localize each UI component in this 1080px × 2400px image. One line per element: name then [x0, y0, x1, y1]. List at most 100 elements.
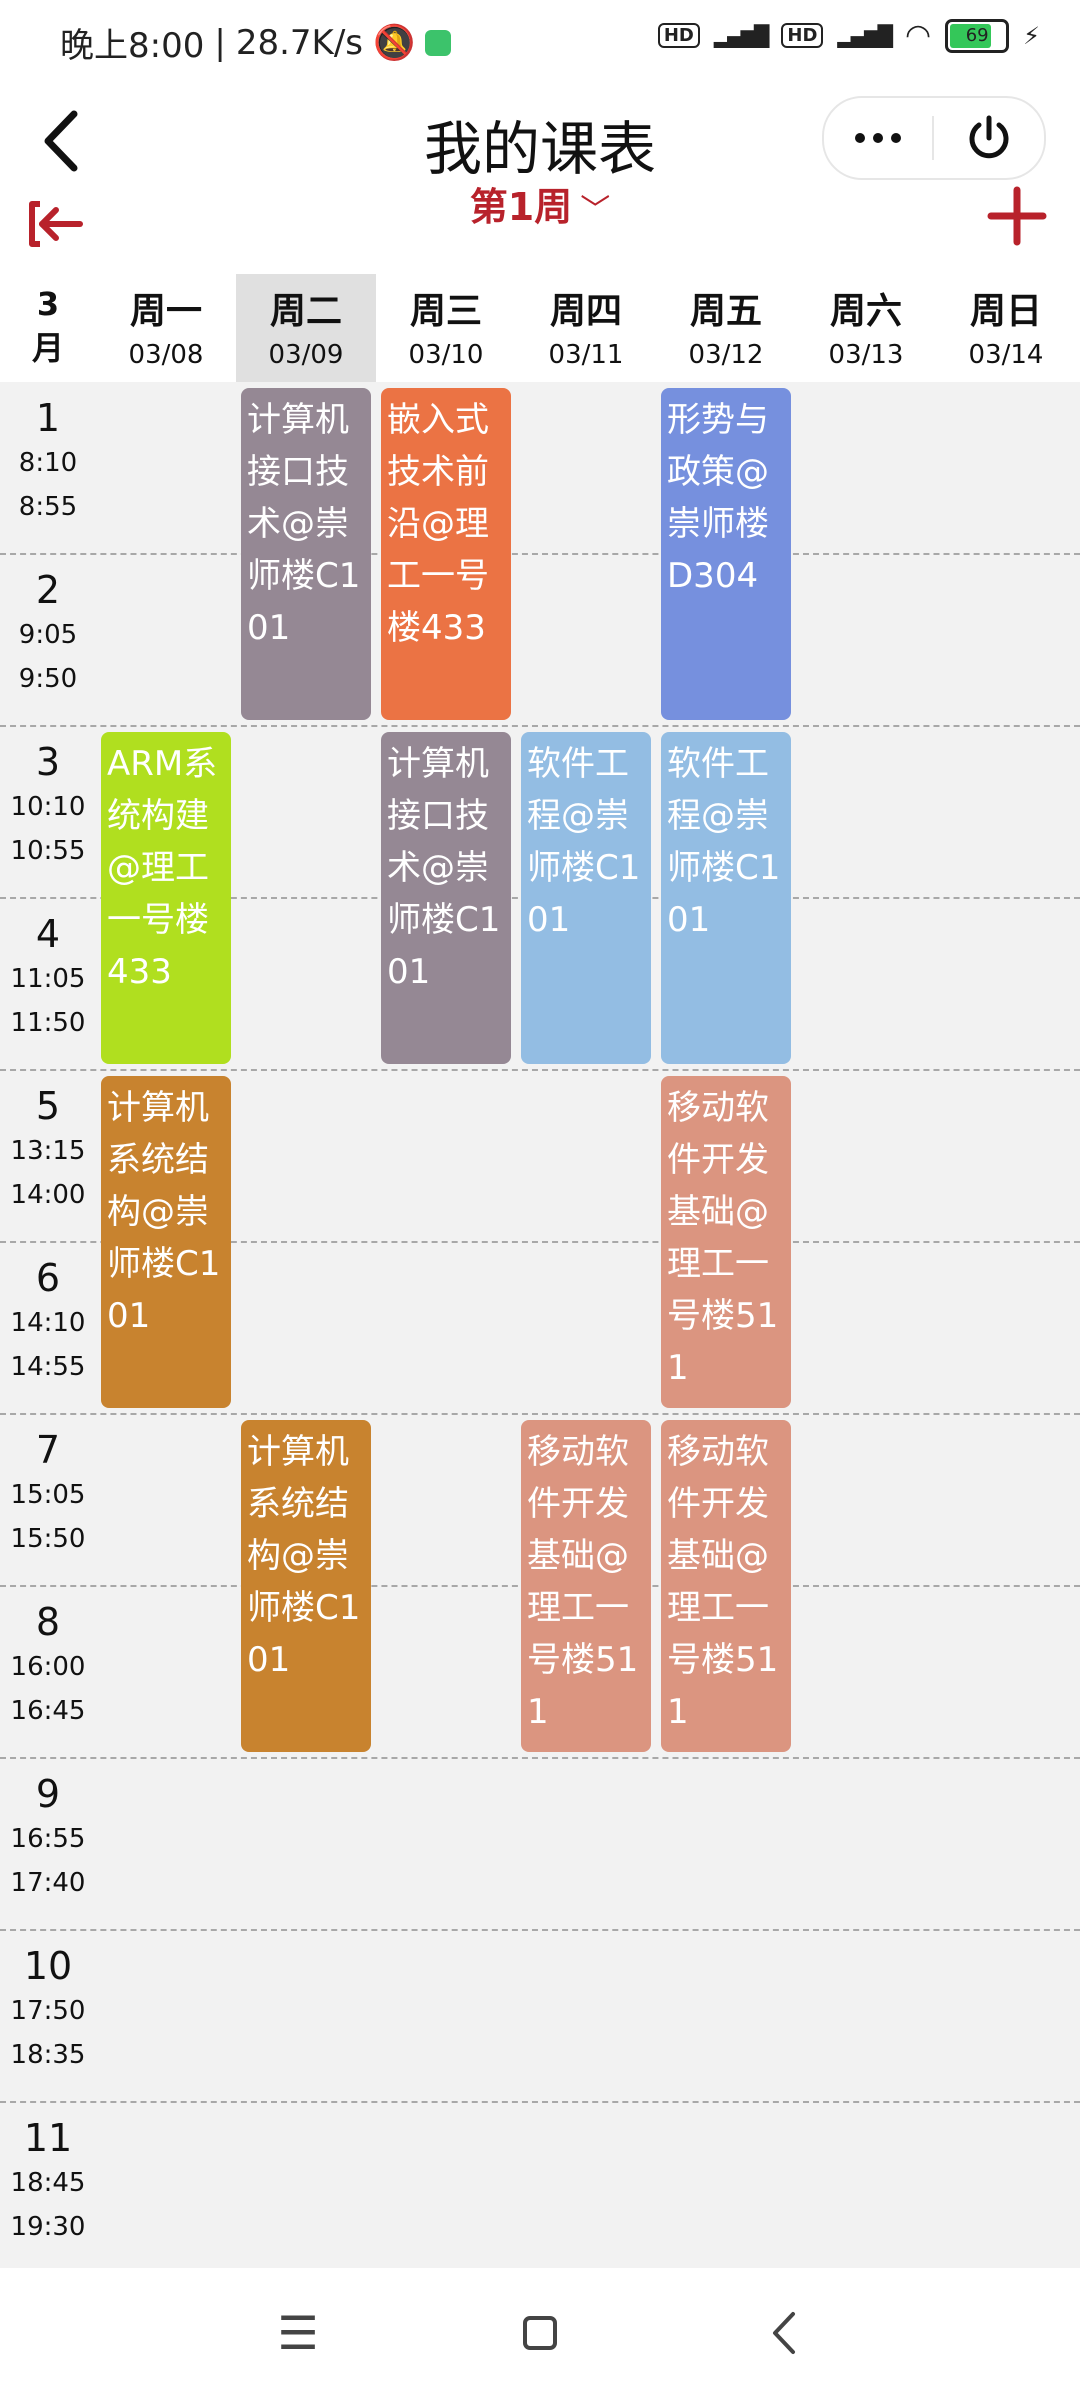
battery-icon: 69 [945, 18, 1010, 53]
day-name: 周日 [969, 291, 1042, 332]
capsule-divider [932, 116, 934, 160]
period-number: 9 [35, 1772, 61, 1816]
status-time: 晚上8:00 [60, 26, 205, 66]
timetable-grid: 1 8:10 8:55 2 9:05 9:50 3 10:10 10:55 4 11:05 11:50… [0, 382, 1080, 2268]
course-card[interactable]: 计算机接口技术@崇师楼C101 [241, 388, 371, 720]
day-name: 周一 [129, 291, 202, 332]
system-nav-bar: ☰ [0, 2268, 1080, 2400]
signal-icon: ▂▄▆█ [713, 23, 770, 48]
period-end-time: 18:35 [10, 2040, 86, 2070]
hd-icon-2: HD [781, 23, 824, 48]
period-end-time: 14:55 [10, 1352, 86, 1382]
period-start-time: 10:10 [10, 792, 86, 822]
status-bar: 晚上8:00 | 28.7K/s 🔕 HD ▂▄▆█ HD ▂▄▆█ ◠ 69 … [0, 0, 1080, 84]
close-button[interactable] [936, 98, 1042, 178]
status-speed: 28.7K/s [235, 22, 363, 63]
title-bar: 我的课表 第1周 ﹀ [0, 84, 1080, 274]
day-date: 03/13 [828, 340, 904, 370]
period-start-time: 16:55 [10, 1824, 86, 1854]
status-left: 晚上8:00 | 28.7K/s 🔕 [60, 18, 452, 67]
home-icon[interactable] [505, 2298, 575, 2368]
period-divider [0, 1757, 1080, 1759]
day-date: 03/14 [968, 340, 1044, 370]
period-end-time: 17:40 [10, 1868, 86, 1898]
exit-button[interactable] [26, 194, 96, 264]
week-selector[interactable]: 第1周 ﹀ [0, 176, 1080, 231]
course-card[interactable]: 嵌入式技术前沿@理工一号楼433 [381, 388, 511, 720]
course-card[interactable]: ARM系统构建@理工一号楼433 [101, 732, 231, 1064]
period-divider [0, 2101, 1080, 2103]
day-date: 03/11 [548, 340, 624, 370]
app-notification-icon [425, 29, 452, 56]
wifi-icon: ◠ [904, 18, 932, 53]
period-divider [0, 1069, 1080, 1071]
period-number: 3 [35, 740, 61, 784]
course-card[interactable]: 移动软件开发基础@理工一号楼511 [661, 1076, 791, 1408]
status-separator: | [214, 22, 226, 63]
chevron-down-icon: ﹀ [580, 193, 611, 228]
period-start-time: 13:15 [10, 1136, 86, 1166]
period-end-time: 14:00 [10, 1180, 86, 1210]
charging-icon: ⚡ [1023, 21, 1040, 50]
day-header-7: 周日 03/14 [936, 274, 1076, 382]
course-card[interactable]: 计算机系统结构@崇师楼C101 [241, 1420, 371, 1752]
status-right: HD ▂▄▆█ HD ▂▄▆█ ◠ 69 ⚡ [657, 18, 1040, 53]
week-label: 第1周 [469, 185, 573, 229]
period-number: 10 [23, 1944, 73, 1988]
course-card[interactable]: 软件工程@崇师楼C101 [521, 732, 651, 1064]
day-name: 周二 [269, 291, 342, 332]
power-icon [969, 115, 1009, 159]
day-header-2: 周二 03/09 [236, 274, 376, 382]
period-number: 11 [23, 2116, 73, 2160]
course-card[interactable]: 形势与政策@崇师楼D304 [661, 388, 791, 720]
period-label-4: 4 11:05 11:50 [0, 898, 96, 1070]
period-label-8: 8 16:00 16:45 [0, 1586, 96, 1758]
chevron-left-icon [44, 110, 78, 172]
period-label-7: 7 15:05 15:50 [0, 1414, 96, 1586]
period-start-time: 18:45 [10, 2168, 86, 2198]
day-name: 周三 [409, 291, 482, 332]
period-label-6: 6 14:10 14:55 [0, 1242, 96, 1414]
period-start-time: 14:10 [10, 1308, 86, 1338]
day-name: 周六 [829, 291, 902, 332]
course-card[interactable]: 计算机接口技术@崇师楼C101 [381, 732, 511, 1064]
period-label-5: 5 13:15 14:00 [0, 1070, 96, 1242]
day-name: 周四 [549, 291, 622, 332]
menu-icon[interactable]: ☰ [277, 2306, 319, 2360]
back-button[interactable] [28, 96, 98, 186]
mute-icon: 🔕 [373, 22, 416, 63]
period-label-2: 2 9:05 9:50 [0, 554, 96, 726]
course-card[interactable]: 软件工程@崇师楼C101 [661, 732, 791, 1064]
period-end-time: 9:50 [18, 664, 78, 694]
period-number: 7 [35, 1428, 61, 1472]
plus-icon [987, 186, 1047, 246]
period-divider [0, 1241, 1080, 1243]
period-label-1: 1 8:10 8:55 [0, 382, 96, 554]
day-date: 03/12 [688, 340, 764, 370]
back-nav-icon[interactable] [750, 2298, 820, 2368]
course-card[interactable]: 移动软件开发基础@理工一号楼511 [661, 1420, 791, 1752]
period-label-11: 11 18:45 19:30 [0, 2102, 96, 2274]
day-date: 03/08 [128, 340, 204, 370]
more-button[interactable] [824, 98, 932, 178]
period-number: 6 [35, 1256, 61, 1300]
period-end-time: 15:50 [10, 1524, 86, 1554]
period-end-time: 11:50 [10, 1008, 86, 1038]
period-start-time: 15:05 [10, 1480, 86, 1510]
period-divider [0, 725, 1080, 727]
period-number: 2 [35, 568, 61, 612]
day-name: 周五 [689, 291, 762, 332]
course-card[interactable]: 移动软件开发基础@理工一号楼511 [521, 1420, 651, 1752]
add-course-button[interactable] [982, 186, 1052, 256]
course-card[interactable]: 计算机系统结构@崇师楼C101 [101, 1076, 231, 1408]
period-start-time: 9:05 [18, 620, 78, 650]
hd-icon: HD [657, 23, 700, 48]
period-label-10: 10 17:50 18:35 [0, 1930, 96, 2102]
period-divider [0, 553, 1080, 555]
page-title: 我的课表 [423, 115, 656, 183]
period-number: 5 [35, 1084, 61, 1128]
period-start-time: 16:00 [10, 1652, 86, 1682]
exit-icon [29, 201, 83, 247]
